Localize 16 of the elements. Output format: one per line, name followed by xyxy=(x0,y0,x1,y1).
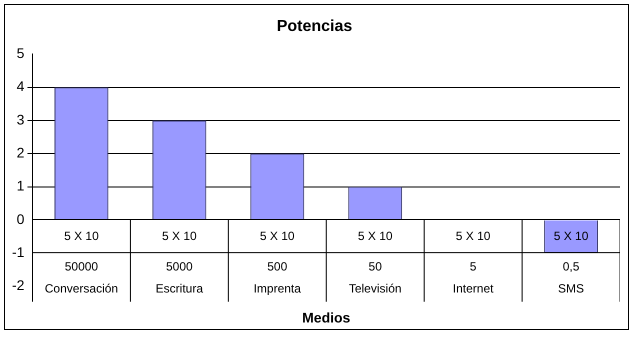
category-label: 5 X 10 0,5 SMS xyxy=(554,228,588,296)
y-tick-label: 1 xyxy=(16,178,25,194)
y-tick-label: 4 xyxy=(16,78,25,94)
category-label: 5 X 10 500 Imprenta xyxy=(254,228,301,296)
category-label: 5 X 10 50000 Conversación xyxy=(44,228,118,296)
y-tick-label: -1 xyxy=(12,244,25,260)
chart-title: Potencias xyxy=(276,18,352,36)
y-tick-label: 0 xyxy=(16,210,25,227)
y-tick-label: 3 xyxy=(16,111,25,128)
y-tick-label: -2 xyxy=(12,277,25,294)
category-label: 5 X 10 50 Televisión xyxy=(348,228,402,296)
category-label: 5 X 10 5 Internet xyxy=(452,228,494,296)
y-tick-label: 5 xyxy=(16,45,25,62)
y-tick-label: 2 xyxy=(16,144,25,160)
x-axis-title: Medios xyxy=(302,309,351,326)
category-label: 5 X 10 5000 Escritura xyxy=(156,228,204,296)
